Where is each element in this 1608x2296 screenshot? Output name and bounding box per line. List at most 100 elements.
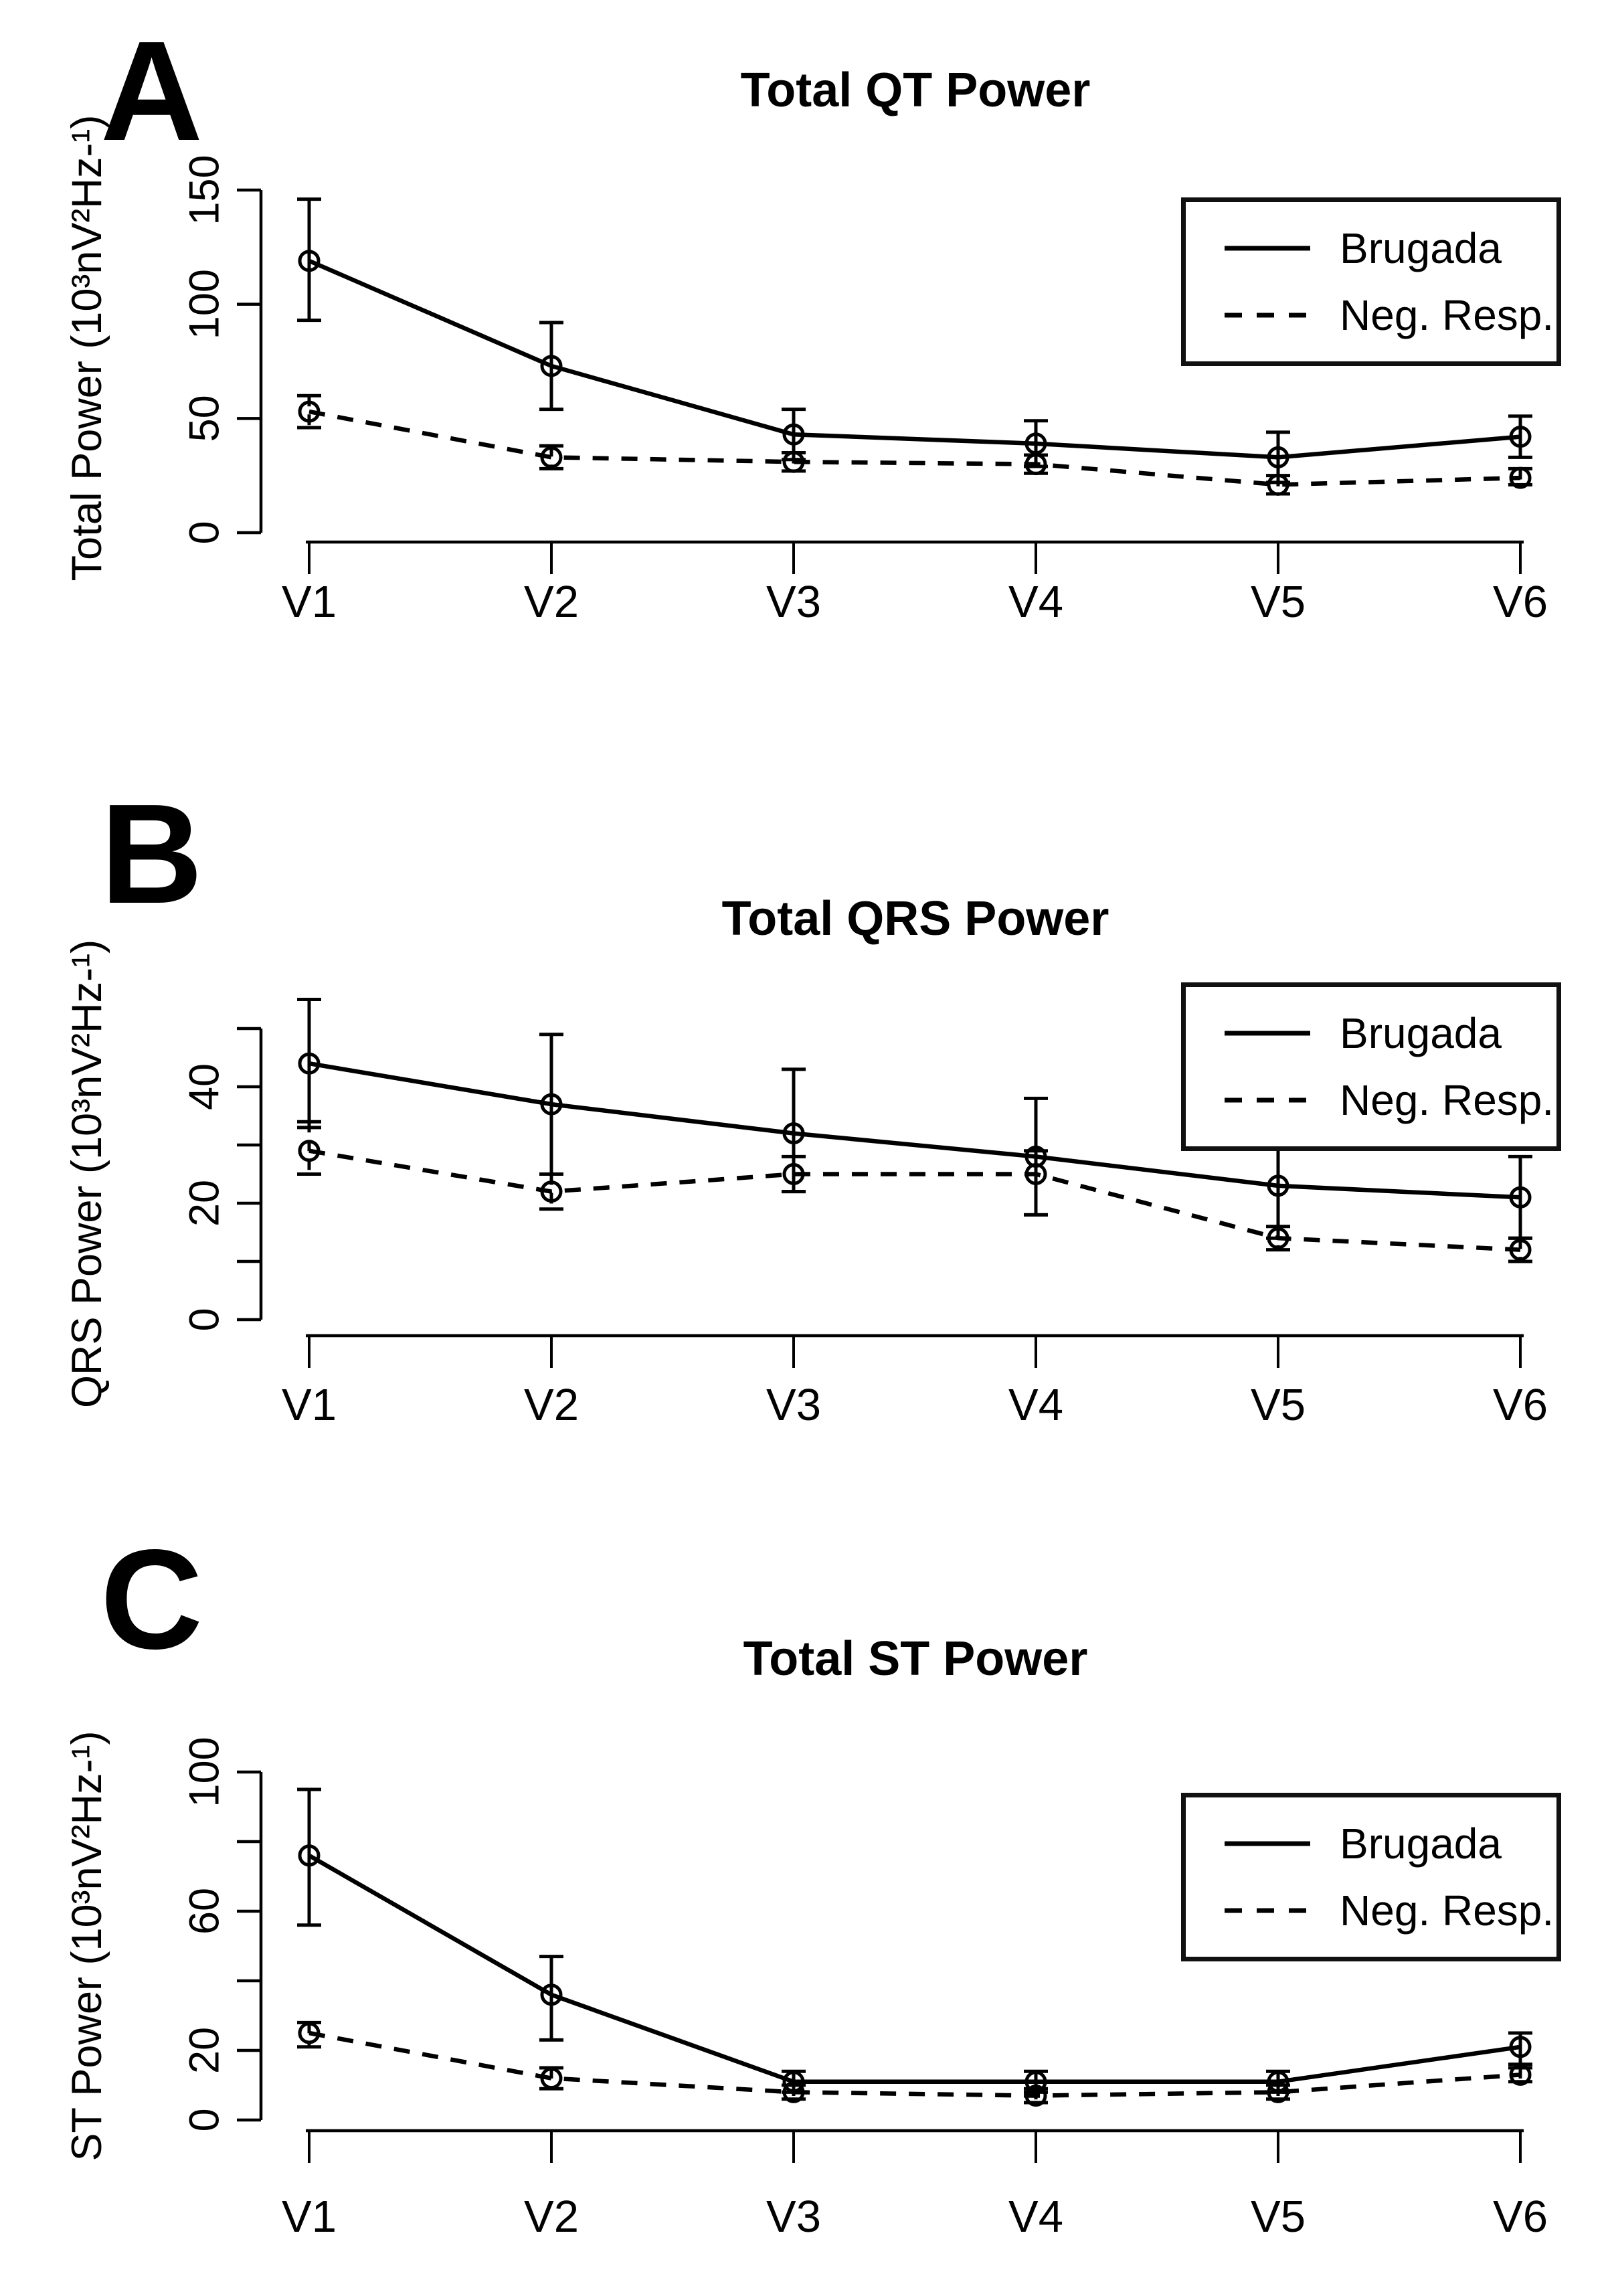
- y-tick-label: 0: [181, 1308, 228, 1331]
- panel-b-letter: B: [100, 774, 203, 933]
- x-tick-label: V6: [1493, 2192, 1548, 2242]
- series-line: [308, 1853, 1521, 2085]
- x-tick-label: V4: [1008, 577, 1063, 627]
- panel-c-legend: Brugada Neg. Resp.: [1181, 1793, 1561, 1961]
- x-tick-label: V3: [766, 2192, 821, 2242]
- data-point-marker: [1024, 2085, 1047, 2107]
- panel-c-title: Total ST Power: [743, 1632, 1088, 1686]
- data-point-marker: [540, 1983, 563, 2006]
- x-tick-label: V5: [1251, 2192, 1306, 2242]
- error-bar: [1024, 1149, 1048, 1217]
- data-point-marker: [298, 400, 321, 423]
- data-point-marker: [1509, 2063, 1532, 2086]
- x-tick-label: V4: [1008, 2192, 1063, 2242]
- error-bar: [782, 1154, 806, 1194]
- y-tick-label: 0: [181, 2108, 228, 2131]
- data-point-marker: [1267, 2081, 1289, 2103]
- data-point-marker: [782, 1163, 805, 1185]
- data-point-marker: [1509, 426, 1532, 448]
- series-line: [308, 1148, 1521, 1252]
- y-tick-label: 40: [181, 1063, 228, 1110]
- data-point-marker: [1509, 2036, 1532, 2058]
- data-point-marker: [298, 1052, 321, 1075]
- data-point-marker: [540, 2067, 563, 2090]
- x-tick-label: V6: [1493, 1380, 1548, 1430]
- legend-label: Brugada: [1340, 1009, 1502, 1057]
- solid-line-icon: [1225, 246, 1310, 251]
- data-point-marker: [540, 355, 563, 377]
- x-tick-label: V3: [766, 577, 821, 627]
- x-tick-label: V2: [524, 2192, 579, 2242]
- y-tick-label: 100: [181, 269, 228, 339]
- x-tick-label: V1: [282, 577, 337, 627]
- panel-c-y-axis-label: ST Power (10³nV²Hz-¹): [64, 1731, 110, 2161]
- panel-a-legend: Brugada Neg. Resp.: [1181, 197, 1561, 366]
- legend-item-neg-resp: Neg. Resp.: [1225, 1075, 1556, 1125]
- x-tick-label: V4: [1008, 1380, 1063, 1430]
- legend-item-neg-resp: Neg. Resp.: [1225, 1886, 1556, 1935]
- error-bar: [539, 1172, 563, 1211]
- data-point-marker: [1024, 432, 1047, 455]
- error-bar: [297, 1120, 321, 1176]
- series-line: [308, 2030, 1521, 2098]
- data-point-marker: [782, 423, 805, 446]
- panel-a-title: Total QT Power: [740, 64, 1091, 117]
- error-bar: [1508, 414, 1532, 459]
- panel-a-y-axis-label: Total Power (10³nV²Hz-¹): [64, 114, 110, 582]
- data-point-marker: [782, 2081, 805, 2103]
- series-line: [308, 258, 1521, 460]
- series-neg-resp-: [297, 2020, 1532, 2107]
- series-neg-resp-: [297, 393, 1532, 496]
- data-point-marker: [540, 446, 563, 468]
- error-bar: [297, 197, 321, 323]
- legend-item-brugada: Brugada: [1225, 1819, 1556, 1868]
- legend-item-neg-resp: Neg. Resp.: [1225, 290, 1556, 340]
- series-neg-resp-: [297, 1120, 1532, 1263]
- legend-item-brugada: Brugada: [1225, 224, 1556, 273]
- x-tick-label: V3: [766, 1380, 821, 1430]
- x-tick-label: V2: [524, 1380, 579, 1430]
- data-point-marker: [540, 1093, 563, 1116]
- panel-a-letter: A: [100, 11, 203, 170]
- legend-label: Neg. Resp.: [1340, 1886, 1554, 1935]
- x-tick-label: V6: [1493, 577, 1548, 627]
- y-tick-label: 0: [181, 521, 228, 544]
- x-tick-label: V1: [282, 2192, 337, 2242]
- y-tick-label: 150: [181, 155, 228, 225]
- panel-b-legend: Brugada Neg. Resp.: [1181, 982, 1561, 1151]
- legend-label: Neg. Resp.: [1340, 1076, 1554, 1124]
- legend-label: Neg. Resp.: [1340, 291, 1554, 339]
- data-point-marker: [540, 1180, 563, 1203]
- legend-label: Brugada: [1340, 1820, 1502, 1868]
- data-point-marker: [298, 1140, 321, 1162]
- x-tick-label: V1: [282, 1380, 337, 1430]
- legend-item-brugada: Brugada: [1225, 1008, 1556, 1058]
- panel-b-title: Total QRS Power: [721, 892, 1109, 946]
- y-tick-label: 50: [181, 395, 228, 442]
- data-point-marker: [782, 1122, 805, 1145]
- x-tick-label: V5: [1251, 577, 1306, 627]
- solid-line-icon: [1225, 1031, 1310, 1036]
- data-point-marker: [1509, 1239, 1532, 1261]
- series-line: [308, 409, 1521, 487]
- data-point-marker: [1024, 1163, 1047, 1185]
- data-point-marker: [1509, 1186, 1532, 1209]
- panel-b-y-axis-label: QRS Power (10³nV²Hz-¹): [64, 939, 110, 1409]
- dashed-line-icon: [1225, 1908, 1310, 1913]
- y-tick-label: 100: [181, 1737, 228, 1807]
- data-point-marker: [298, 1844, 321, 1867]
- y-tick-label: 60: [181, 1888, 228, 1935]
- panel-c-letter: C: [100, 1520, 203, 1678]
- error-bar: [539, 444, 563, 470]
- series-line: [308, 1061, 1521, 1200]
- data-point-marker: [298, 2022, 321, 2044]
- solid-line-icon: [1225, 1841, 1310, 1846]
- dashed-line-icon: [1225, 1097, 1310, 1103]
- data-point-marker: [1509, 466, 1532, 489]
- data-point-marker: [782, 450, 805, 473]
- y-tick-label: 20: [181, 1180, 228, 1227]
- data-point-marker: [1267, 446, 1289, 468]
- y-tick-label: 20: [181, 2027, 228, 2074]
